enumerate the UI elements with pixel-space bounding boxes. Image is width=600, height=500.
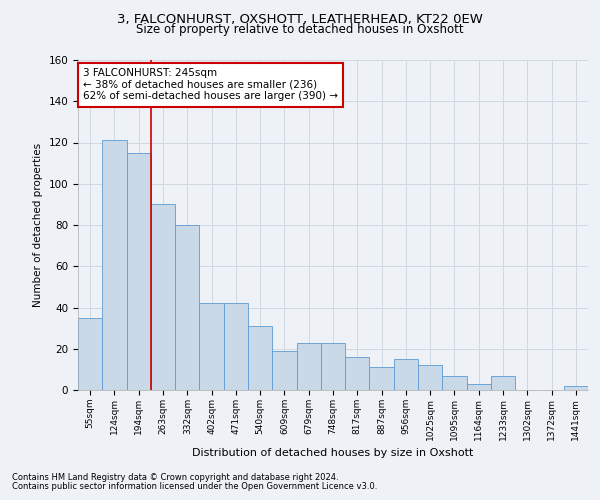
Bar	[199, 304, 224, 390]
Bar	[370, 368, 394, 390]
Bar	[102, 140, 127, 390]
Bar	[491, 376, 515, 390]
Bar	[78, 318, 102, 390]
Bar	[418, 365, 442, 390]
Bar	[175, 225, 199, 390]
Text: 3 FALCONHURST: 245sqm
← 38% of detached houses are smaller (236)
62% of semi-det: 3 FALCONHURST: 245sqm ← 38% of detached …	[83, 68, 338, 102]
Bar	[248, 326, 272, 390]
Text: Size of property relative to detached houses in Oxshott: Size of property relative to detached ho…	[136, 22, 464, 36]
Bar	[467, 384, 491, 390]
Bar	[394, 359, 418, 390]
Y-axis label: Number of detached properties: Number of detached properties	[33, 143, 43, 307]
Bar	[224, 304, 248, 390]
X-axis label: Distribution of detached houses by size in Oxshott: Distribution of detached houses by size …	[193, 448, 473, 458]
Bar	[345, 357, 370, 390]
Text: Contains HM Land Registry data © Crown copyright and database right 2024.: Contains HM Land Registry data © Crown c…	[12, 474, 338, 482]
Bar	[272, 351, 296, 390]
Bar	[127, 153, 151, 390]
Bar	[564, 386, 588, 390]
Bar	[321, 342, 345, 390]
Bar	[442, 376, 467, 390]
Bar	[151, 204, 175, 390]
Text: Contains public sector information licensed under the Open Government Licence v3: Contains public sector information licen…	[12, 482, 377, 491]
Text: 3, FALCONHURST, OXSHOTT, LEATHERHEAD, KT22 0EW: 3, FALCONHURST, OXSHOTT, LEATHERHEAD, KT…	[117, 12, 483, 26]
Bar	[296, 342, 321, 390]
